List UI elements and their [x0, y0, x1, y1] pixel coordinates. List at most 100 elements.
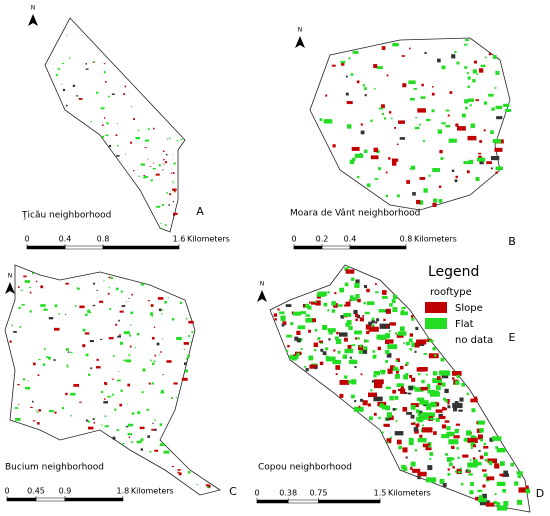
building [476, 428, 482, 433]
building [103, 63, 106, 65]
building [371, 317, 375, 321]
building [383, 117, 387, 120]
building [274, 318, 277, 321]
building [458, 409, 463, 412]
building [123, 359, 126, 361]
building [117, 335, 122, 338]
building [393, 366, 398, 371]
building [465, 39, 470, 42]
building [470, 442, 476, 447]
building [317, 337, 321, 341]
scale-label: 0 [24, 235, 29, 244]
building [441, 122, 446, 125]
building [54, 304, 58, 308]
building [162, 338, 164, 340]
building [422, 424, 424, 427]
building [401, 309, 405, 313]
building [413, 427, 419, 432]
building [503, 470, 508, 476]
building [177, 471, 179, 474]
building [392, 294, 398, 300]
building [428, 353, 439, 359]
building [433, 431, 437, 435]
building [20, 289, 23, 291]
building [72, 84, 76, 87]
building [77, 98, 79, 99]
building [408, 437, 413, 442]
building [344, 282, 349, 287]
building [350, 297, 358, 301]
building [403, 466, 408, 472]
building [376, 372, 381, 376]
scale-unit: Kilometers [131, 487, 174, 496]
building [377, 346, 382, 351]
building [496, 481, 506, 487]
building [43, 348, 46, 350]
building [71, 393, 74, 396]
building [140, 438, 144, 442]
building [431, 92, 435, 96]
building [442, 483, 447, 487]
building [400, 388, 406, 394]
building [368, 392, 373, 397]
building [441, 434, 450, 439]
building [161, 389, 164, 393]
building [49, 409, 54, 413]
building [385, 386, 391, 390]
building [173, 382, 178, 385]
building [394, 395, 399, 400]
building [517, 474, 522, 479]
building [162, 150, 165, 153]
building [166, 360, 172, 363]
building [121, 305, 126, 307]
building [339, 393, 344, 398]
building [131, 293, 133, 296]
building [468, 159, 474, 165]
building [327, 309, 330, 312]
building [62, 62, 65, 64]
building [351, 146, 360, 151]
building [9, 340, 12, 343]
building [158, 164, 161, 167]
building [412, 468, 421, 473]
building [357, 175, 360, 179]
building [208, 485, 211, 488]
building [95, 366, 101, 369]
building [37, 374, 40, 377]
building [482, 493, 487, 499]
building [356, 80, 360, 84]
building [344, 375, 348, 379]
building [161, 227, 163, 230]
building [415, 116, 417, 119]
building [165, 153, 168, 156]
building [398, 120, 405, 124]
building [168, 204, 170, 206]
building [416, 397, 425, 402]
building [483, 442, 486, 446]
building [437, 58, 441, 63]
building [332, 359, 341, 365]
building [423, 353, 428, 355]
building [432, 202, 437, 207]
building [409, 348, 413, 351]
building [156, 342, 160, 346]
building [101, 390, 104, 394]
building [456, 61, 460, 65]
building [144, 175, 149, 178]
building [144, 147, 147, 149]
building [470, 123, 475, 128]
legend-title: Legend [428, 264, 479, 280]
building [467, 98, 475, 102]
building [35, 280, 38, 283]
building [136, 440, 142, 444]
building [402, 83, 407, 88]
building [395, 359, 398, 362]
building [130, 141, 132, 144]
building [85, 63, 88, 65]
building [373, 383, 383, 389]
building [154, 428, 157, 431]
building [387, 368, 393, 374]
building [103, 71, 106, 74]
building [305, 303, 310, 308]
building [380, 370, 385, 375]
